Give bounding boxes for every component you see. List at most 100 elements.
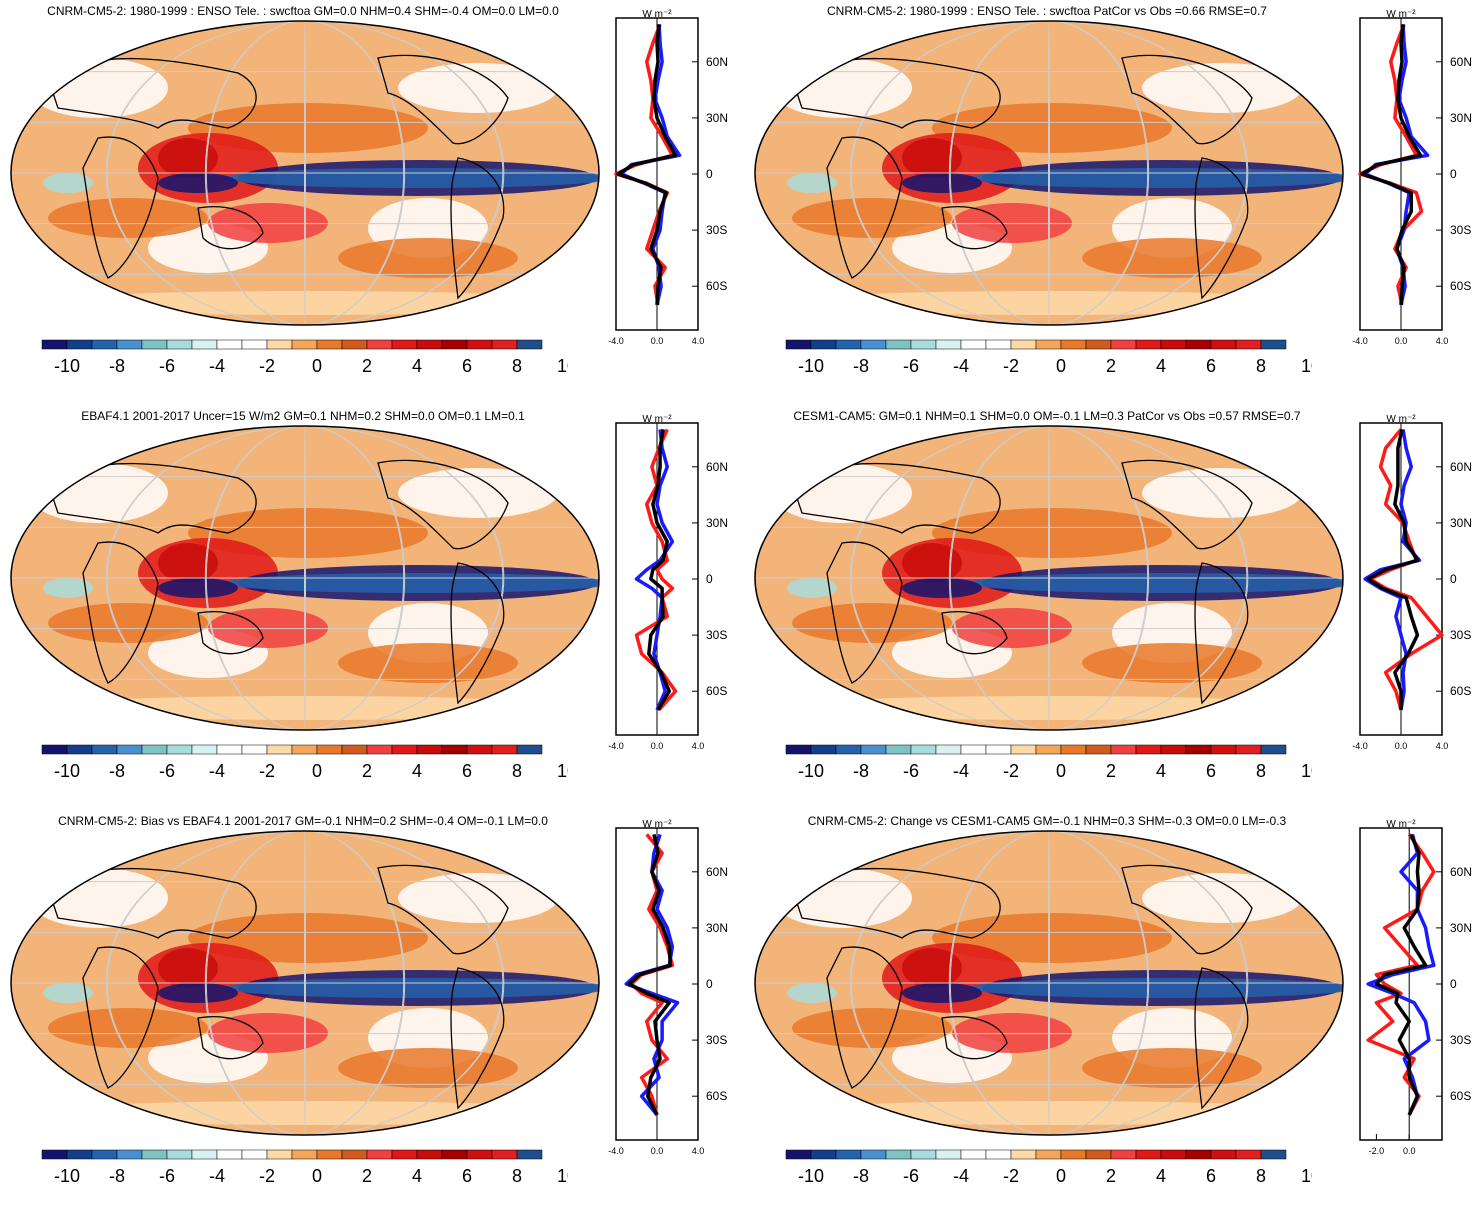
colorbar-bin	[1135, 1149, 1162, 1160]
colorbar-bin	[91, 744, 118, 755]
map-border	[10, 425, 600, 731]
lat-label: 60S	[1450, 684, 1471, 698]
field-contour	[48, 1008, 208, 1048]
coastline	[82, 541, 159, 684]
colorbar-bin	[141, 339, 168, 350]
coastline	[47, 462, 257, 534]
graticule-lon	[1048, 21, 1050, 325]
colorbar-label: 2	[362, 356, 372, 376]
colorbar-bin	[341, 744, 368, 755]
colorbar-label: -4	[953, 1166, 969, 1186]
colorbar-label: -6	[159, 761, 175, 781]
graticule-lon	[105, 426, 505, 730]
field-contour	[398, 873, 558, 923]
field-contour	[398, 468, 558, 518]
colorbar-label: 0	[1056, 761, 1066, 781]
x-tick-label: -4.0	[608, 1146, 624, 1156]
colorbar-bin	[316, 744, 343, 755]
colorbar-bin	[316, 1149, 343, 1160]
colorbar-bin	[91, 339, 118, 350]
field-contour	[338, 643, 518, 683]
colorbar-label: -8	[109, 1166, 125, 1186]
colorbar-bin	[810, 744, 837, 755]
field-contour	[952, 203, 1072, 243]
colorbar-label: 10	[1301, 356, 1312, 376]
field-contour	[338, 1048, 518, 1088]
colorbar-bin	[491, 339, 518, 350]
colorbar-bin	[216, 1149, 243, 1160]
x-tick-label: -4.0	[608, 336, 624, 346]
colorbar-bin	[241, 339, 268, 350]
colorbar-bin	[985, 339, 1012, 350]
graticule-lon	[949, 21, 1149, 325]
colorbar-bin	[66, 744, 93, 755]
field-contour	[28, 868, 168, 928]
series-model-line	[634, 428, 678, 712]
coastline	[377, 864, 509, 955]
colorbar-bin	[416, 339, 443, 350]
colorbar-label: 4	[1156, 1166, 1166, 1186]
graticule-lon	[304, 21, 306, 325]
graticule-lon	[304, 831, 306, 1135]
panel-title: CESM1-CAM5: GM=0.1 NHM=0.1 SHM=0.0 OM=-0…	[793, 409, 1301, 423]
colorbar-label: -8	[853, 356, 869, 376]
map-border	[754, 830, 1344, 1136]
lat-label: 30N	[706, 516, 728, 530]
colorbar-label: 0	[312, 761, 322, 781]
coastline	[1194, 562, 1249, 705]
map-border	[754, 20, 1344, 326]
lat-label: 0	[706, 977, 713, 991]
x-tick-label: 0.0	[651, 336, 664, 346]
colorbar-label: 6	[1206, 356, 1216, 376]
field-contour	[48, 198, 208, 238]
series-mean-line	[616, 24, 678, 305]
field-contour	[158, 983, 238, 1003]
colorbar-label: -10	[798, 1166, 824, 1186]
panel-p4: CESM1-CAM5: GM=0.1 NHM=0.1 SHM=0.0 OM=-0…	[752, 405, 1483, 800]
colorbar-bin	[860, 339, 887, 350]
field-contour	[398, 63, 558, 113]
zonal-mean-profile: W m⁻² 60N 30N 0 30S 60S -4.0 0.0 4.0	[608, 414, 728, 751]
colorbar-bin	[1010, 744, 1037, 755]
colorbar-bin	[391, 1149, 418, 1160]
colorbar-bin	[441, 744, 468, 755]
x-tick-label: 0.0	[651, 1146, 664, 1156]
field-contour	[28, 291, 588, 315]
field-contour	[902, 948, 962, 988]
colorbar-bin	[1160, 1149, 1187, 1160]
graticule-lon	[106, 21, 504, 325]
colorbar-label: 4	[412, 356, 422, 376]
colorbar-bin	[441, 1149, 468, 1160]
colorbar-label: -4	[953, 761, 969, 781]
field-contour	[967, 978, 1343, 998]
profile-units: W m⁻²	[1386, 819, 1416, 830]
colorbar-bin	[391, 744, 418, 755]
colorbar-label: 6	[462, 356, 472, 376]
colorbar-bin	[1085, 339, 1112, 350]
colorbar-label: -10	[798, 761, 824, 781]
colorbar-bin	[785, 1149, 812, 1160]
profile-units: W m⁻²	[642, 819, 672, 830]
world-map	[10, 830, 600, 1136]
field-contour	[772, 58, 912, 118]
colorbar-label: -4	[209, 1166, 225, 1186]
coastline	[826, 136, 903, 279]
lat-label: 60N	[706, 55, 728, 69]
coastline	[1194, 157, 1249, 300]
series-mean-line	[1366, 429, 1420, 710]
colorbar-bin	[491, 1149, 518, 1160]
lat-label: 60N	[1450, 460, 1472, 474]
colorbar: -10 -8 -6 -4 -2 0 2 4 6 8 10	[41, 744, 568, 781]
field-contour	[208, 1013, 328, 1053]
colorbar-bin	[216, 339, 243, 350]
lat-label: 30N	[1450, 111, 1472, 125]
colorbar-label: -10	[54, 1166, 80, 1186]
lat-label: 0	[1450, 167, 1457, 181]
profile-units: W m⁻²	[1386, 414, 1416, 425]
panel-p5: CNRM-CM5-2: Bias vs EBAF4.1 2001-2017 GM…	[8, 810, 749, 1205]
colorbar-bin	[1110, 744, 1137, 755]
colorbar-label: -10	[54, 761, 80, 781]
field-contour	[952, 608, 1072, 648]
x-tick-label: 0.0	[1403, 1146, 1416, 1156]
x-tick-label: 4.0	[692, 1146, 705, 1156]
